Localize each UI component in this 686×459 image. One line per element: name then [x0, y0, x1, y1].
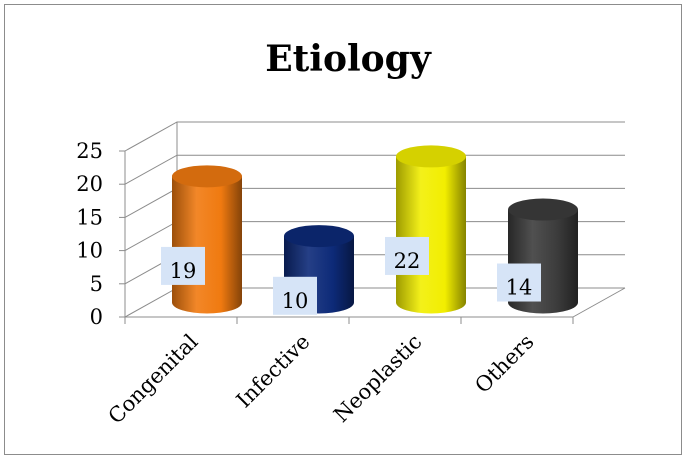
bar-top	[284, 225, 354, 248]
data-label: 19	[170, 259, 197, 283]
y-tick-label: 5	[90, 272, 103, 296]
chart-svg: Etiology 0 5 10 15 20 25 19 10 22 14 Congenital Inf…	[76, 38, 626, 429]
x-tick-label: Neoplastic	[329, 330, 426, 427]
y-tick-label: 20	[76, 172, 103, 196]
floor-right-edge	[572, 287, 626, 318]
data-label-box	[385, 236, 429, 275]
bar-top	[172, 165, 242, 188]
data-label: 22	[394, 249, 421, 273]
x-tick-label: Infective	[232, 330, 315, 413]
data-label: 10	[282, 289, 309, 313]
bar-top	[396, 145, 466, 168]
y-tick-label: 10	[76, 239, 103, 263]
data-label-box	[497, 263, 541, 302]
x-tick-label: Others	[470, 330, 538, 398]
bar-top	[508, 198, 578, 221]
data-label-box	[161, 246, 205, 285]
data-label-box	[273, 276, 317, 315]
data-label: 14	[506, 276, 533, 300]
y-tick-label: 25	[76, 139, 103, 163]
bar-neoplastic	[396, 145, 466, 314]
chart-frame: Etiology 0 5 10 15 20 25 19 10 22 14 Congenital Inf…	[4, 4, 682, 455]
labels-layer: 0 5 10 15 20 25 19 10 22 14 Congenital Infective Neo…	[76, 139, 541, 429]
bar-body	[172, 176, 242, 314]
y-tick-label: 0	[90, 305, 103, 329]
y-tick-label: 15	[76, 205, 103, 229]
gridline	[124, 121, 625, 152]
x-tick-label: Congenital	[104, 329, 203, 428]
bar-congenital	[172, 165, 242, 314]
bar-body	[396, 156, 466, 314]
chart-title: Etiology	[265, 38, 432, 80]
